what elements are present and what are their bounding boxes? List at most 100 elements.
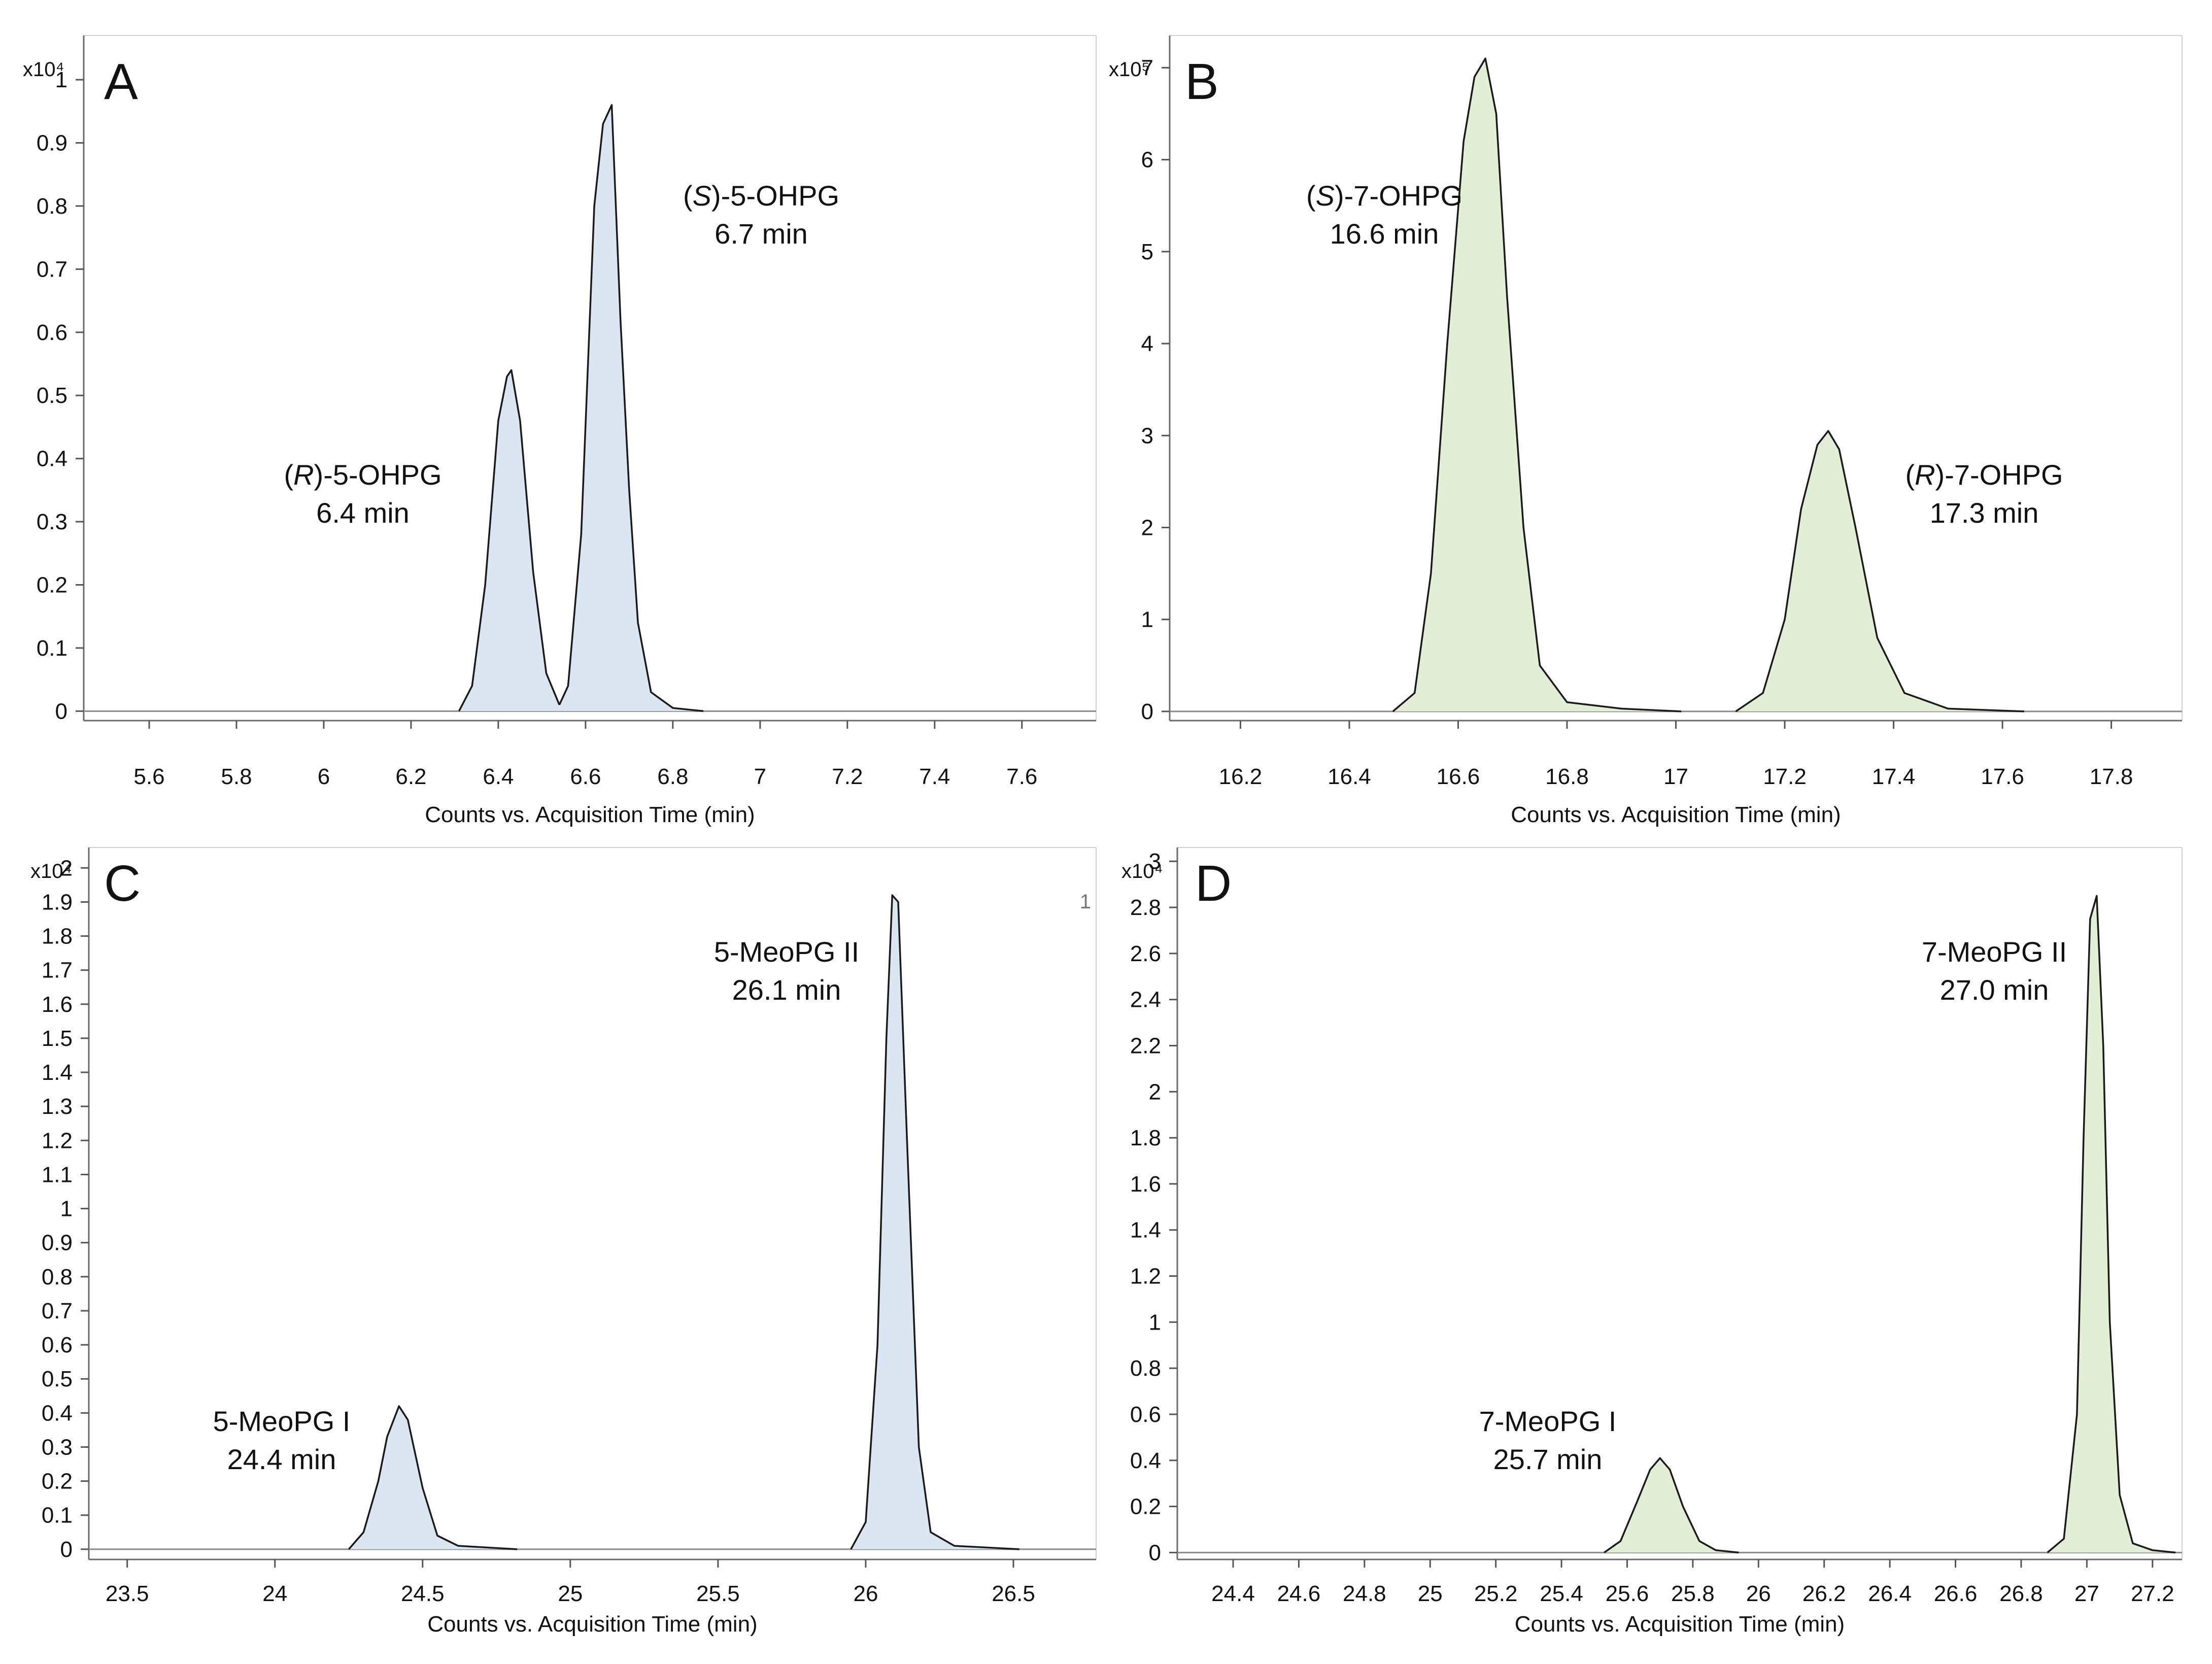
peak-time-label: 25.7 min — [1493, 1443, 1603, 1475]
x-tick-label: 26.4 — [1868, 1581, 1912, 1606]
x-tick-label: 6.6 — [570, 764, 601, 789]
stray-label: 1 — [1080, 891, 1091, 913]
x-axis-title: Counts vs. Acquisition Time (min) — [425, 802, 755, 827]
x-tick-label: 27.2 — [2131, 1581, 2174, 1606]
peak-time-label: 17.3 min — [1930, 497, 2039, 529]
y-tick-label: 0.7 — [42, 1299, 73, 1323]
panel-letter: A — [104, 53, 138, 110]
x-tick-label: 26 — [853, 1581, 878, 1606]
peak-name-label: (S)-7-OHPG — [1306, 180, 1462, 212]
y-scale-exponent: x10⁴ — [30, 860, 72, 882]
peak-time-label: 26.1 min — [732, 974, 841, 1006]
x-tick-label: 6.8 — [657, 764, 688, 789]
peak-trace-1 — [458, 369, 560, 712]
y-tick-label: 0.2 — [37, 572, 67, 597]
y-tick-label: 0.2 — [1130, 1495, 1161, 1519]
y-tick-label: 1.2 — [1130, 1264, 1161, 1289]
x-tick-label: 7 — [754, 764, 766, 789]
x-tick-label: 23.5 — [106, 1581, 149, 1606]
x-tick-label: 25 — [558, 1581, 583, 1606]
x-tick-label: 25.6 — [1606, 1581, 1649, 1606]
peak-trace-2 — [558, 104, 704, 712]
y-tick-label: 0.5 — [37, 383, 67, 408]
x-tick-label: 17 — [1663, 764, 1688, 789]
y-tick-label: 1 — [55, 67, 67, 92]
y-tick-label: 0.3 — [42, 1435, 73, 1459]
panel-d: 0 0.2 0.4 0.6 0.8 1 1.2 1.4 1.6 1.8 2 2.2 2.4 2.6 2.8 3… — [1121, 847, 2183, 1637]
y-tick-label: 5 — [1141, 240, 1153, 264]
peak-name-label: 5-MeoPG I — [213, 1405, 351, 1437]
x-tick-label: 6 — [318, 764, 330, 789]
y-scale-exponent: x10⁴ — [1121, 860, 1163, 882]
x-tick-label: 7.4 — [919, 764, 950, 789]
peak-area-2 — [559, 105, 704, 711]
x-tick-label: 26.8 — [1999, 1581, 2043, 1606]
y-tick-label: 0.8 — [1130, 1356, 1161, 1381]
x-axis-title: Counts vs. Acquisition Time (min) — [1511, 802, 1841, 827]
peak-name-label: (S)-5-OHPG — [683, 180, 839, 212]
peak-area-2 — [2047, 896, 2176, 1553]
x-tick-label: 25.2 — [1474, 1581, 1518, 1606]
y-tick-label: 0.4 — [42, 1401, 73, 1425]
x-tick-label: 6.2 — [395, 764, 426, 789]
y-tick-label: 2.6 — [1130, 941, 1161, 966]
x-tick-label: 26.5 — [992, 1581, 1035, 1606]
y-tick-label: 0.1 — [37, 636, 67, 661]
y-tick-label: 0.4 — [1130, 1448, 1161, 1473]
y-tick-label: 4 — [1141, 331, 1153, 356]
y-tick-label: 0.6 — [37, 320, 67, 345]
x-tick-label: 24.4 — [1211, 1581, 1255, 1606]
y-tick-label: 2 — [60, 856, 73, 880]
y-tick-label: 3 — [1149, 849, 1161, 874]
x-tick-label: 25.4 — [1540, 1581, 1583, 1606]
y-tick-label: 1.9 — [42, 890, 73, 914]
x-tick-label: 5.8 — [221, 764, 252, 789]
y-tick-label: 0.6 — [1130, 1402, 1161, 1427]
y-tick-label: 0.5 — [42, 1367, 73, 1391]
y-tick-label: 0.3 — [37, 510, 67, 534]
x-tick-label: 16.2 — [1219, 764, 1263, 789]
peak-area-1 — [1392, 58, 1682, 711]
y-scale-exponent: x10⁴ — [23, 58, 64, 81]
y-tick-label: 1 — [60, 1197, 73, 1221]
y-tick-label: 3 — [1141, 423, 1153, 448]
y-tick-label: 1.1 — [42, 1162, 73, 1187]
x-tick-label: 17.8 — [2090, 764, 2133, 789]
y-tick-label: 0 — [60, 1537, 73, 1562]
y-tick-label: 2.2 — [1130, 1033, 1161, 1058]
x-tick-label: 24.8 — [1343, 1581, 1386, 1606]
peak-time-label: 24.4 min — [227, 1443, 336, 1475]
x-tick-label: 24.5 — [401, 1581, 445, 1606]
y-tick-label: 0.9 — [42, 1231, 73, 1255]
peak-time-label: 16.6 min — [1330, 218, 1439, 250]
peak-name-label: 7-MeoPG I — [1479, 1405, 1617, 1437]
y-tick-label: 0.9 — [37, 131, 67, 156]
y-tick-label: 0.1 — [42, 1503, 73, 1528]
x-tick-label: 25.5 — [696, 1581, 740, 1606]
peak-time-label: 6.4 min — [316, 497, 410, 529]
y-tick-label: 0 — [1141, 699, 1153, 724]
x-tick-label: 16.4 — [1328, 764, 1371, 789]
y-tick-label: 1.4 — [42, 1060, 73, 1085]
y-tick-label: 2 — [1141, 515, 1153, 540]
y-tick-label: 0 — [55, 699, 67, 724]
panel-b: 0 1 2 3 4 5 6 7 16.2 16.4 16.6 16.8 17 17.2 17.4 17.6 17… — [1109, 35, 2183, 827]
y-tick-label: 0 — [1149, 1540, 1161, 1565]
peak-area-1 — [349, 1406, 518, 1549]
panel-letter: D — [1195, 855, 1232, 912]
x-tick-label: 17.6 — [1981, 764, 2024, 789]
x-tick-label: 26.2 — [1802, 1581, 1846, 1606]
peak-name-label: (R)-7-OHPG — [1905, 459, 2063, 491]
y-tick-label: 2.4 — [1130, 988, 1161, 1012]
panel-a: 0 0.1 0.2 0.3 0.4 0.5 0.6 0.7 0.8 0.9 1 5.6 5.8 6 6.2 6… — [23, 35, 1097, 827]
y-tick-label: 1.6 — [1130, 1172, 1161, 1197]
y-tick-label: 0.4 — [37, 447, 67, 471]
y-tick-label: 0.7 — [37, 257, 67, 282]
peak-name-label: 5-MeoPG II — [714, 936, 859, 968]
y-scale-exponent: x10⁵ — [1109, 58, 1150, 81]
panel-letter: B — [1185, 53, 1219, 110]
y-tick-label: 0.8 — [42, 1265, 73, 1289]
panel-letter: C — [104, 855, 141, 912]
y-tick-label: 1.7 — [42, 958, 73, 983]
